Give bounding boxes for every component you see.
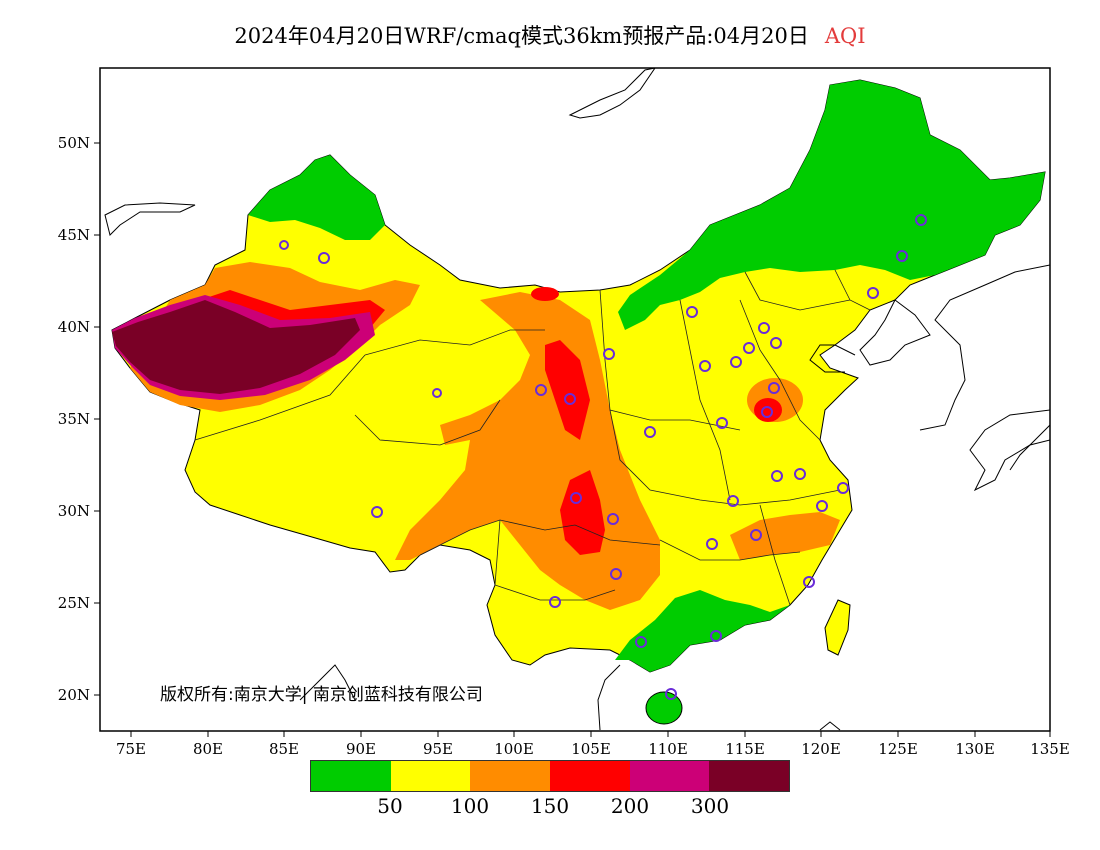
- legend-label-300: 300: [690, 794, 730, 818]
- y-tick-35n: 35N: [58, 410, 90, 428]
- x-tick-100e: 100E: [494, 740, 534, 758]
- green-northeast: [618, 80, 1045, 330]
- red-innermongolia: [531, 287, 559, 301]
- green-hainan: [645, 691, 683, 725]
- x-tick-105e: 105E: [571, 740, 611, 758]
- y-tick-30n: 30N: [58, 502, 90, 520]
- taiwan: [824, 599, 851, 656]
- legend-swatch-magenta: [629, 761, 710, 791]
- y-tick-labels: 50N 45N 40N 35N 30N 25N 20N: [58, 134, 90, 704]
- x-tick-130e: 130E: [955, 740, 995, 758]
- legend-swatch-green: [311, 761, 391, 791]
- legend-label-200: 200: [610, 794, 650, 818]
- legend-label-150: 150: [530, 794, 570, 818]
- y-tick-25n: 25N: [58, 594, 90, 612]
- legend-swatch-darkred: [709, 761, 790, 791]
- orange-east: [730, 512, 840, 560]
- x-tick-120e: 120E: [801, 740, 841, 758]
- title-variable: AQI: [824, 24, 866, 48]
- color-legend: [310, 760, 790, 792]
- darkred-taklamakan: [112, 300, 360, 394]
- red-sichuan: [560, 470, 605, 555]
- copyright-text: 版权所有:南京大学| 南京创蓝科技有限公司: [160, 685, 483, 705]
- map-frame: [99, 67, 1051, 732]
- x-tick-95e: 95E: [423, 740, 453, 758]
- legend-swatch-yellow: [390, 761, 471, 791]
- map-layer: [104, 68, 1050, 731]
- legend-swatch-red: [550, 761, 630, 791]
- legend-label-50: 50: [377, 794, 403, 818]
- y-axis: [94, 142, 100, 696]
- legend-swatch-orange: [470, 761, 551, 791]
- y-tick-40n: 40N: [58, 318, 90, 336]
- red-gansu: [545, 340, 590, 440]
- green-north-xinjiang: [248, 155, 385, 240]
- x-tick-90e: 90E: [346, 740, 376, 758]
- x-tick-80e: 80E: [193, 740, 223, 758]
- x-tick-75e: 75E: [116, 740, 146, 758]
- province-boundaries: [194, 269, 871, 606]
- x-tick-115e: 115E: [725, 740, 765, 758]
- legend-labels: 50 100 150 200 300: [310, 794, 790, 820]
- map-title: 2024年04月20日WRF/cmaq模式36km预报产品:04月20日 AQI: [0, 20, 1100, 50]
- y-tick-20n: 20N: [58, 686, 90, 704]
- x-tick-85e: 85E: [269, 740, 299, 758]
- x-tick-110e: 110E: [648, 740, 688, 758]
- y-tick-45n: 45N: [58, 226, 90, 244]
- y-tick-50n: 50N: [58, 134, 90, 152]
- x-axis: [130, 731, 1051, 737]
- legend-label-100: 100: [450, 794, 490, 818]
- x-tick-125e: 125E: [878, 740, 918, 758]
- red-hebei: [754, 398, 782, 422]
- x-tick-135e: 135E: [1030, 740, 1070, 758]
- green-south: [615, 590, 790, 672]
- city-markers: [279, 214, 927, 700]
- title-main: 2024年04月20日WRF/cmaq模式36km预报产品:04月20日: [234, 24, 809, 48]
- x-tick-labels: 75E 80E 85E 90E 95E 100E 105E 110E 115E …: [116, 740, 1070, 758]
- neighbor-coastlines: [104, 68, 1050, 731]
